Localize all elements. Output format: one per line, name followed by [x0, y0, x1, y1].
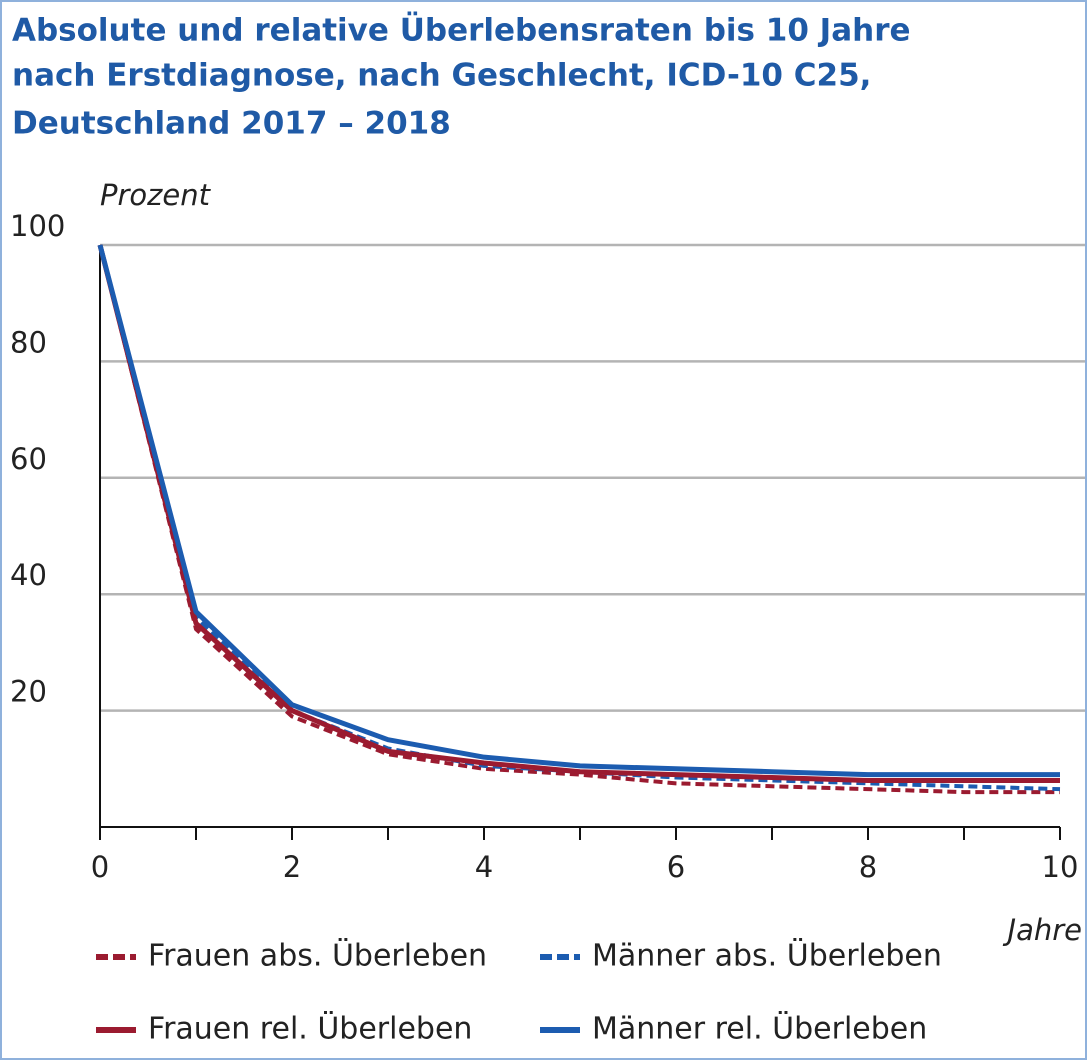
- y-axis-label: Prozent: [100, 178, 212, 212]
- series-line: [97, 244, 1060, 778]
- x-tick-label: 0: [91, 850, 109, 884]
- legend-label: Männer abs. Überleben: [592, 938, 942, 974]
- legend-label: Männer rel. Überleben: [592, 1011, 927, 1047]
- x-tick-label: 2: [283, 850, 301, 884]
- y-tick-label: 100: [10, 209, 65, 243]
- y-tick-label: 40: [10, 558, 47, 592]
- y-tick-label: 80: [10, 325, 47, 359]
- chart-title: nach Erstdiagnose, nach Geschlecht, ICD-…: [12, 58, 871, 94]
- x-tick-label: 8: [859, 850, 877, 884]
- chart-title: Absolute und relative Überlebensraten bi…: [12, 12, 911, 49]
- series-line: [97, 244, 1060, 783]
- x-tick-label: 10: [1042, 850, 1079, 884]
- chart-title: Deutschland 2017 – 2018: [12, 106, 451, 142]
- legend-label: Frauen rel. Überleben: [148, 1011, 472, 1047]
- legend-label: Frauen abs. Überleben: [148, 938, 487, 974]
- series-line: [98, 244, 1061, 792]
- x-tick-label: 4: [475, 850, 493, 884]
- x-tick-label: 6: [667, 850, 685, 884]
- series-line: [98, 244, 1060, 795]
- y-tick-label: 60: [10, 442, 47, 476]
- y-tick-label: 20: [10, 675, 47, 709]
- x-axis-label: Jahre: [1003, 913, 1082, 947]
